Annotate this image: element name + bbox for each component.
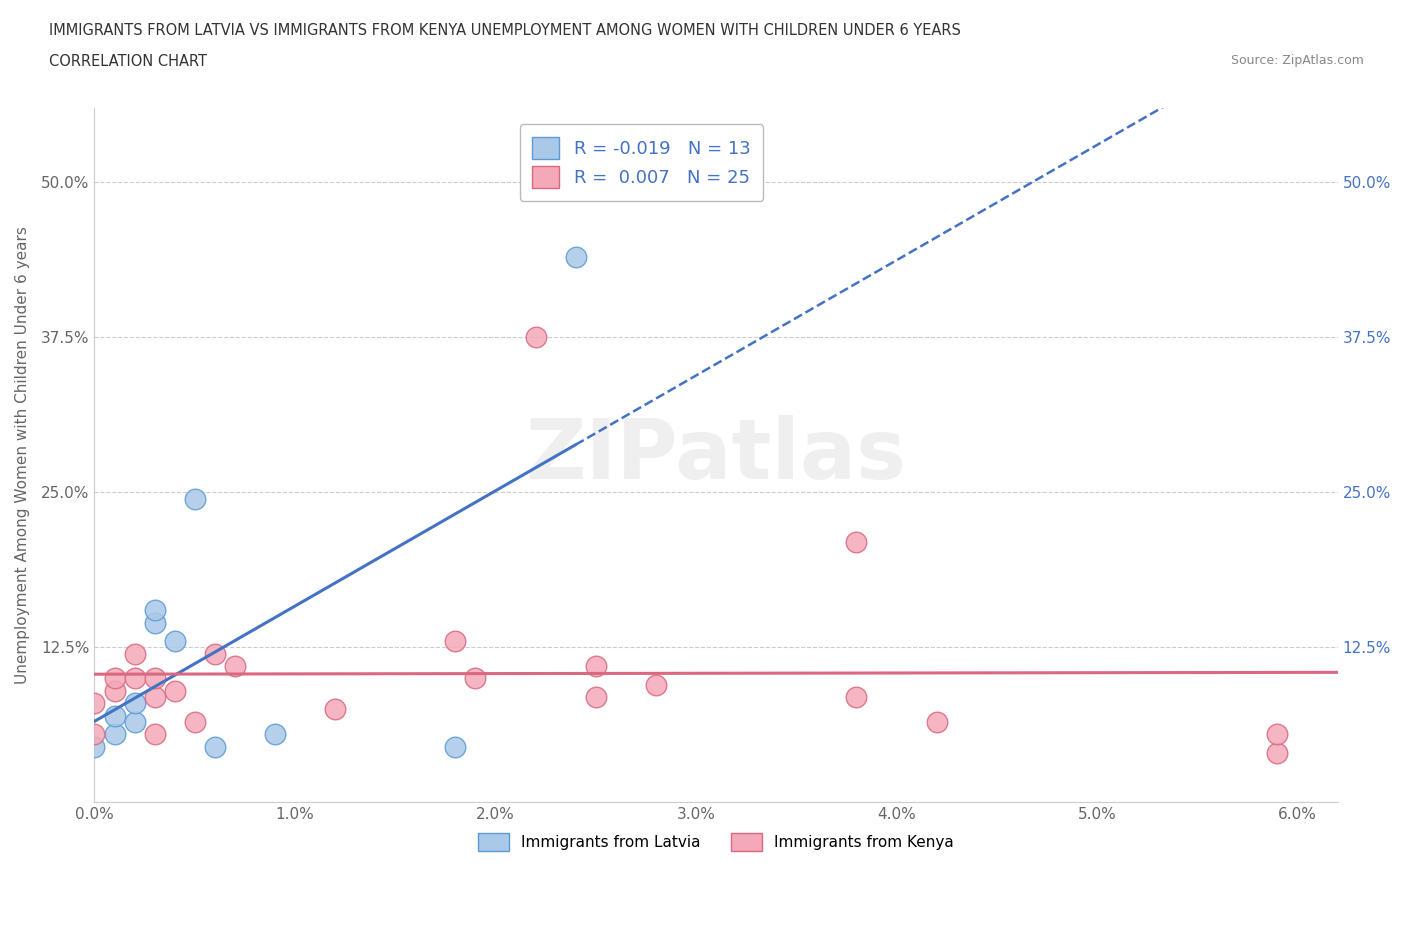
Point — [845, 535, 868, 550]
Text: Source: ZipAtlas.com: Source: ZipAtlas.com — [1230, 54, 1364, 67]
Point — [224, 658, 246, 673]
Legend: Immigrants from Latvia, Immigrants from Kenya: Immigrants from Latvia, Immigrants from … — [472, 828, 960, 857]
Point — [143, 671, 166, 685]
Point — [1267, 726, 1289, 741]
Point — [183, 714, 205, 729]
Text: IMMIGRANTS FROM LATVIA VS IMMIGRANTS FROM KENYA UNEMPLOYMENT AMONG WOMEN WITH CH: IMMIGRANTS FROM LATVIA VS IMMIGRANTS FRO… — [49, 23, 962, 38]
Point — [163, 633, 186, 648]
Point — [83, 739, 105, 754]
Point — [143, 726, 166, 741]
Point — [163, 684, 186, 698]
Point — [845, 689, 868, 704]
Point — [124, 671, 146, 685]
Point — [143, 603, 166, 618]
Point — [103, 726, 125, 741]
Point — [444, 633, 467, 648]
Point — [1267, 745, 1289, 760]
Point — [124, 646, 146, 661]
Point — [124, 696, 146, 711]
Point — [103, 684, 125, 698]
Point — [124, 714, 146, 729]
Point — [323, 702, 346, 717]
Point — [83, 726, 105, 741]
Y-axis label: Unemployment Among Women with Children Under 6 years: Unemployment Among Women with Children U… — [15, 226, 30, 684]
Point — [204, 646, 226, 661]
Point — [183, 491, 205, 506]
Point — [925, 714, 948, 729]
Point — [464, 671, 486, 685]
Point — [524, 330, 547, 345]
Point — [83, 696, 105, 711]
Point — [564, 249, 586, 264]
Point — [204, 739, 226, 754]
Text: ZIPatlas: ZIPatlas — [526, 415, 907, 496]
Point — [645, 677, 668, 692]
Point — [103, 671, 125, 685]
Point — [264, 726, 287, 741]
Point — [103, 708, 125, 723]
Point — [444, 739, 467, 754]
Point — [585, 689, 607, 704]
Point — [143, 689, 166, 704]
Text: CORRELATION CHART: CORRELATION CHART — [49, 54, 207, 69]
Point — [585, 658, 607, 673]
Point — [143, 615, 166, 630]
